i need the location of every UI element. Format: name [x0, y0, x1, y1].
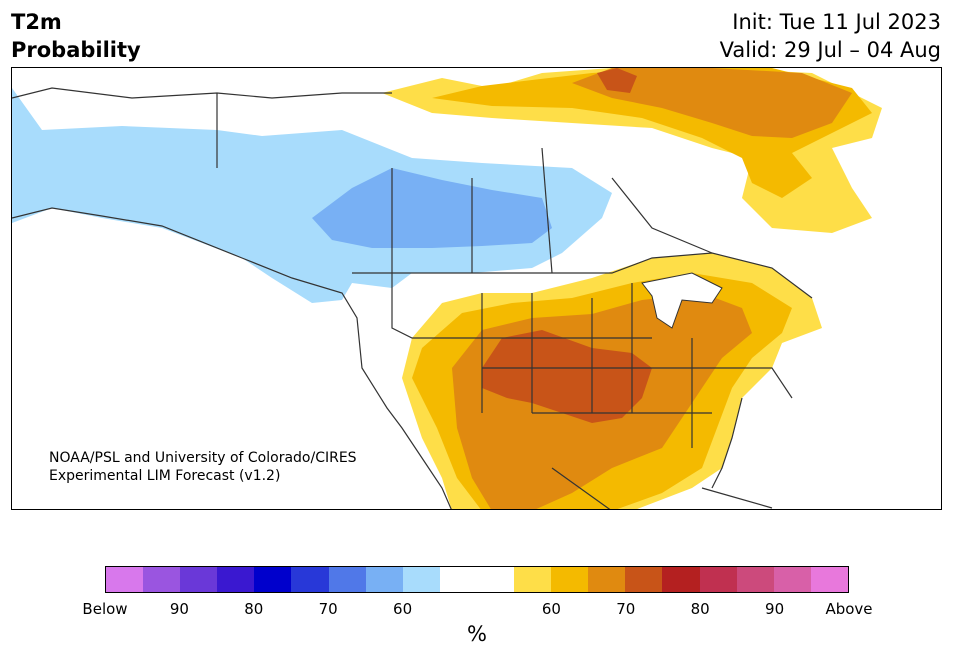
colorbar-tick-label: 90 — [765, 600, 785, 618]
date-info: Init: Tue 11 Jul 2023 Valid: 29 Jul – 04… — [720, 8, 941, 64]
forecast-map — [11, 67, 942, 510]
colorbar-segment — [699, 567, 737, 592]
init-date: Init: Tue 11 Jul 2023 — [732, 10, 941, 34]
us-75-region — [482, 330, 652, 423]
colorbar-segment — [328, 567, 366, 592]
below-70-region — [312, 168, 552, 248]
colorbar-segment — [254, 567, 292, 592]
colorbar-tick-label: 70 — [616, 600, 636, 618]
arctic-70-region — [572, 68, 852, 138]
colorbar-tick-label: 80 — [244, 600, 264, 618]
colorbar-segment — [402, 567, 440, 592]
probability-label: Probability — [11, 38, 141, 62]
colorbar-segment — [106, 567, 144, 592]
colorbar-unit: % — [467, 622, 487, 646]
colorbar-segment — [588, 567, 626, 592]
colorbar-segment — [514, 567, 552, 592]
boundaries — [12, 87, 813, 509]
colorbar — [105, 566, 849, 593]
colorbar-segment — [439, 567, 477, 592]
valid-date: Valid: 29 Jul – 04 Aug — [719, 38, 941, 62]
colorbar-segment — [551, 567, 589, 592]
below-60-region — [12, 88, 612, 303]
great-lakes — [641, 272, 723, 329]
colorbar-tick-label: 60 — [393, 600, 413, 618]
colorbar-segment — [773, 567, 811, 592]
credit-line-1: NOAA/PSL and University of Colorado/CIRE… — [49, 450, 357, 466]
credit-text: NOAA/PSL and University of Colorado/CIRE… — [49, 449, 357, 485]
colorbar-segment — [476, 567, 515, 592]
colorbar-tick-label: 90 — [169, 600, 189, 618]
colorbar-segment — [736, 567, 774, 592]
colorbar-segment — [810, 567, 848, 592]
colorbar-tick-label: Above — [825, 600, 873, 618]
colorbar-segment — [143, 567, 181, 592]
arctic-75-region — [597, 68, 637, 93]
colorbar-tick-label: 70 — [318, 600, 338, 618]
colorbar-segment — [180, 567, 218, 592]
colorbar-segment — [365, 567, 403, 592]
map-canvas — [12, 68, 882, 509]
colorbar-segment — [291, 567, 329, 592]
colorbar-segment — [625, 567, 663, 592]
colorbar-tick-label: 80 — [690, 600, 710, 618]
variable-label: T2m — [11, 10, 62, 34]
chart-title: T2m Probability — [11, 8, 141, 64]
colorbar-tick-label: 60 — [541, 600, 561, 618]
colorbar-segment — [662, 567, 700, 592]
colorbar-tick-label: Below — [82, 600, 128, 618]
credit-line-2: Experimental LIM Forecast (v1.2) — [49, 468, 281, 484]
colorbar-segment — [217, 567, 255, 592]
